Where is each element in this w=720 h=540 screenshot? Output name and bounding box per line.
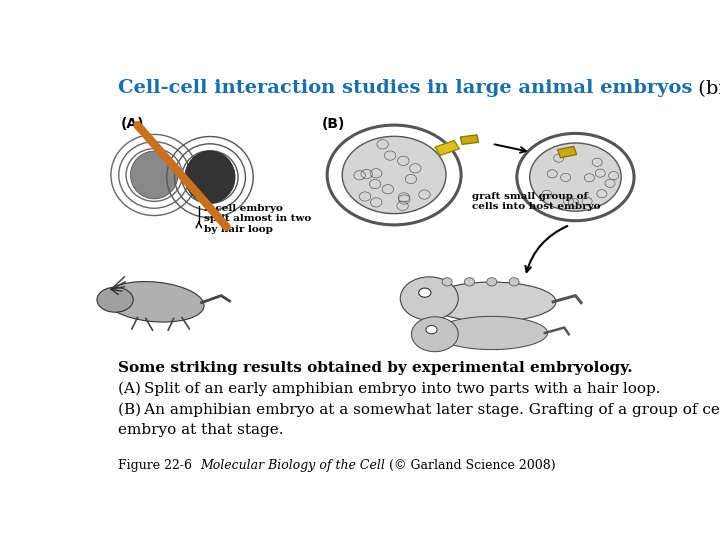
Polygon shape xyxy=(435,140,459,156)
Polygon shape xyxy=(557,146,577,158)
Text: (A) Split of an early amphibian embryo into two parts with a hair loop.: (A) Split of an early amphibian embryo i… xyxy=(118,382,660,396)
Text: (© Garland Science 2008): (© Garland Science 2008) xyxy=(384,459,555,472)
Ellipse shape xyxy=(185,151,235,203)
Circle shape xyxy=(342,136,446,214)
Text: (B) An amphibian embryo at a somewhat later stage. Grafting of a group of cells : (B) An amphibian embryo at a somewhat la… xyxy=(118,402,720,417)
Text: embryo at that stage.: embryo at that stage. xyxy=(118,423,284,437)
Polygon shape xyxy=(460,135,479,144)
Text: 2-cell embryo
split almost in two
by hair loop: 2-cell embryo split almost in two by hai… xyxy=(204,204,312,234)
Text: Figure 22-6: Figure 22-6 xyxy=(118,459,200,472)
Ellipse shape xyxy=(428,282,556,321)
Ellipse shape xyxy=(130,151,178,199)
Text: Some striking results obtained by experimental embryology.: Some striking results obtained by experi… xyxy=(118,361,633,375)
Text: (A): (A) xyxy=(121,117,144,131)
Text: (B): (B) xyxy=(322,117,345,131)
Text: Molecular Biology of the Cell: Molecular Biology of the Cell xyxy=(200,459,384,472)
Circle shape xyxy=(418,288,431,297)
Ellipse shape xyxy=(104,281,204,322)
Ellipse shape xyxy=(509,278,519,286)
Circle shape xyxy=(530,143,621,211)
Circle shape xyxy=(426,326,437,334)
Ellipse shape xyxy=(442,278,452,286)
Ellipse shape xyxy=(487,278,497,286)
Text: graft small group of
cells into host embryo: graft small group of cells into host emb… xyxy=(472,192,600,211)
Ellipse shape xyxy=(436,316,547,349)
Circle shape xyxy=(411,317,458,352)
Circle shape xyxy=(400,277,459,320)
Text: Cell-cell interaction studies in large animal embryos: Cell-cell interaction studies in large a… xyxy=(118,79,692,97)
Ellipse shape xyxy=(464,278,474,286)
Ellipse shape xyxy=(97,287,133,312)
Text: (birds/amphibians): (birds/amphibians) xyxy=(692,79,720,98)
